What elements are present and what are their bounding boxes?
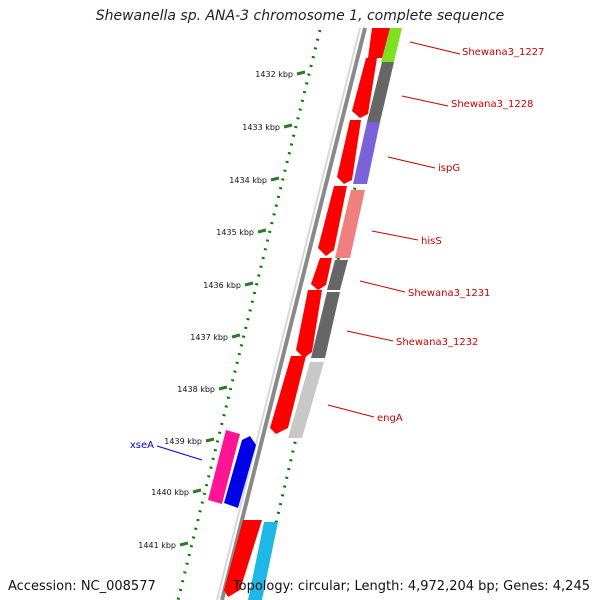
function-block xyxy=(353,122,380,184)
gene-label-leader xyxy=(359,280,406,293)
function-color-track xyxy=(248,28,402,600)
ruler-tick xyxy=(296,70,306,76)
ruler-tick-label: 1441 kbp xyxy=(138,541,176,550)
gene-label: hisS xyxy=(421,236,442,247)
genome-summary-text: Topology: circular; Length: 4,972,204 bp… xyxy=(232,579,590,594)
reverse-cds-track xyxy=(208,430,256,508)
cds-arrow xyxy=(296,290,322,358)
gene-label: xseA xyxy=(130,440,154,451)
gene-label: engA xyxy=(377,413,403,424)
gene-label: Shewana3_1227 xyxy=(462,47,544,58)
ruler-tick xyxy=(231,333,241,339)
gene-label: ispG xyxy=(438,163,460,174)
gene-label-group: Shewana3_1227 Shewana3_1228 ispG hisS Shewan… xyxy=(130,41,544,461)
ruler-tick-label: 1433 kbp xyxy=(242,123,280,132)
ruler-tick-label: 1434 kbp xyxy=(229,176,267,185)
cds-arrow xyxy=(311,258,332,290)
ruler-tick-label: 1437 kbp xyxy=(190,333,228,342)
function-block xyxy=(208,430,240,504)
gene-label-leader xyxy=(401,95,449,107)
gene-label: Shewana3_1228 xyxy=(451,99,533,110)
function-block xyxy=(335,190,365,258)
cds-arrow xyxy=(352,58,377,118)
function-block xyxy=(288,362,324,438)
ruler-tick xyxy=(192,488,202,494)
gene-label-leader xyxy=(327,404,375,418)
cds-arrow xyxy=(224,436,256,508)
backbone-outer xyxy=(220,27,367,600)
function-block xyxy=(367,62,394,122)
function-block xyxy=(327,260,348,290)
ruler-tick-label: 1436 kbp xyxy=(203,281,241,290)
map-title: Shewanella sp. ANA-3 chromosome 1, compl… xyxy=(95,8,505,24)
gene-label: Shewana3_1232 xyxy=(396,337,478,348)
function-block xyxy=(311,292,340,358)
gene-label-leader xyxy=(346,330,394,342)
gene-label: Shewana3_1231 xyxy=(408,288,490,299)
gene-label-leader xyxy=(387,156,436,169)
ruler-tick xyxy=(205,437,215,443)
backbone-highlight xyxy=(216,27,361,600)
cds-arrow xyxy=(224,520,262,597)
function-block xyxy=(381,28,402,62)
inner-dotted-guide-right xyxy=(256,29,394,600)
gene-label-leader xyxy=(409,41,461,55)
function-block xyxy=(248,522,278,600)
ruler-tick-label: 1435 kbp xyxy=(216,228,254,237)
ruler-tick xyxy=(283,123,293,129)
ruler-ticks: 1432 kbp 1433 kbp 1434 kbp 1435 kbp 1436 kbp… xyxy=(138,70,306,550)
forward-cds-track xyxy=(224,28,390,597)
gene-label-leader xyxy=(371,230,419,241)
ruler-tick-label: 1439 kbp xyxy=(164,437,202,446)
cds-arrow xyxy=(270,356,306,434)
ruler-tick-label: 1438 kbp xyxy=(177,385,215,394)
ruler-tick xyxy=(244,281,254,287)
ruler-tick xyxy=(179,541,189,547)
cds-arrow xyxy=(337,120,361,184)
ruler-tick-label: 1440 kbp xyxy=(151,488,189,497)
ruler-tick xyxy=(270,176,280,182)
ruler-tick-label: 1432 kbp xyxy=(255,70,293,79)
outer-dotted-guide xyxy=(176,29,322,600)
gene-label-leader xyxy=(156,445,203,461)
cds-arrow xyxy=(318,186,347,256)
accession-text: Accession: NC_008577 xyxy=(8,579,156,594)
ruler-tick xyxy=(257,228,267,234)
ruler-tick xyxy=(218,385,228,391)
